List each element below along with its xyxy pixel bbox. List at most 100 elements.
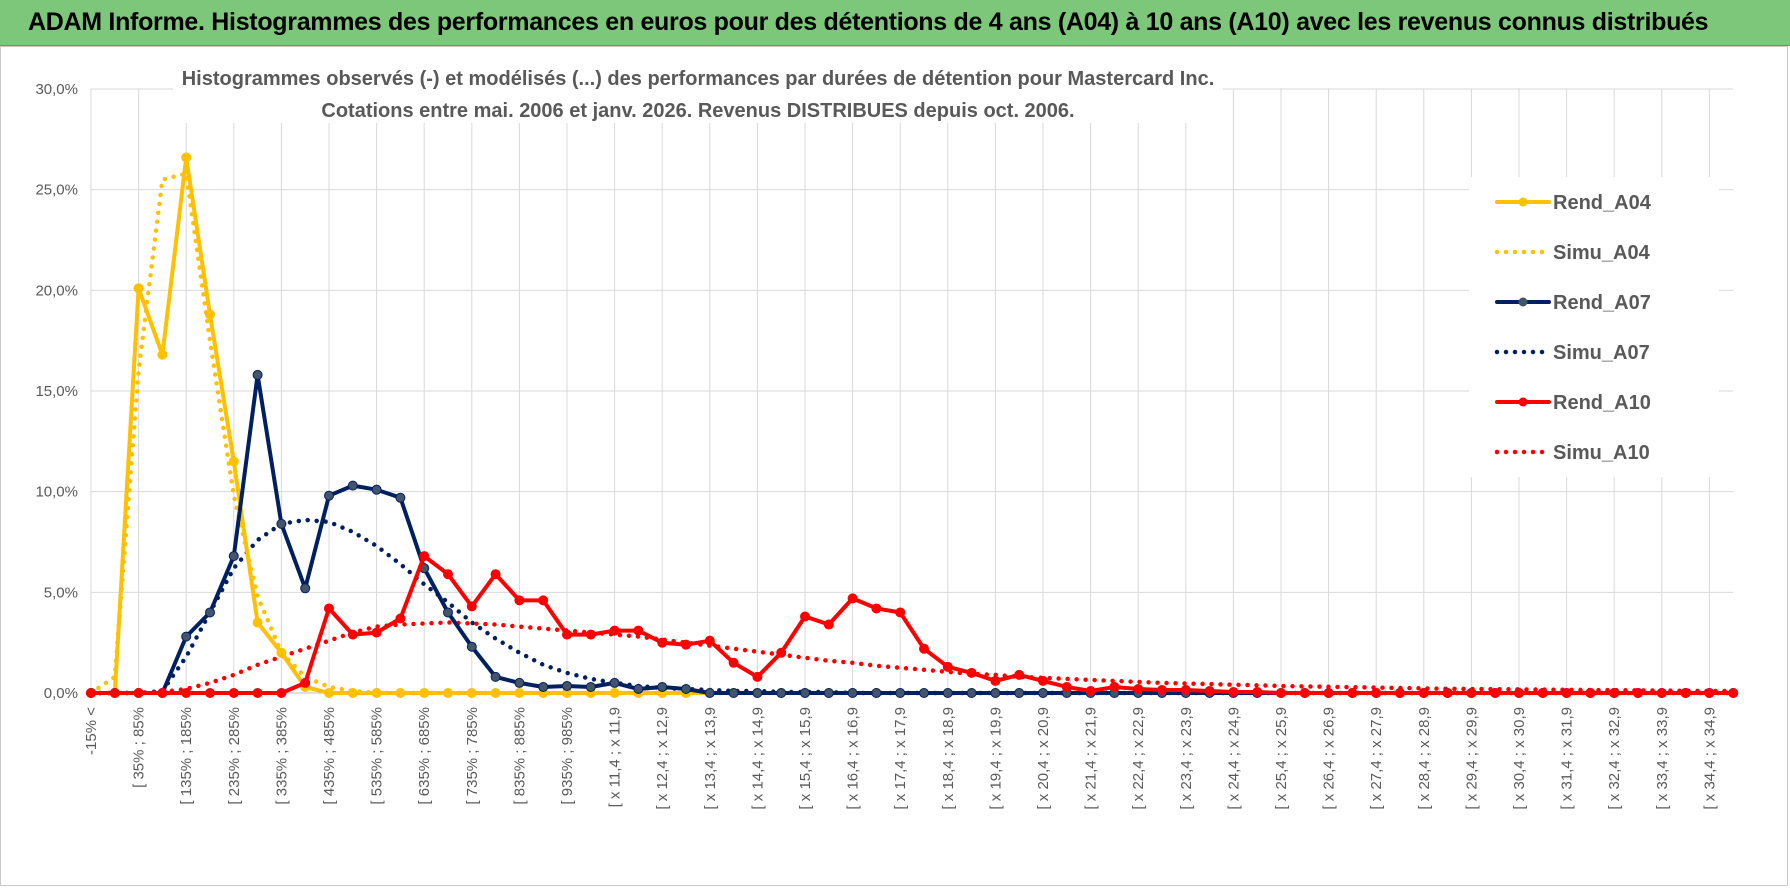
data-point-rend_a07: [514, 677, 525, 688]
x-tick-label: [ 535% ; 585%: [369, 707, 386, 805]
x-tick-label: [ x 31,4 ; x 31,9: [1559, 707, 1576, 810]
series-line-simu_a07: [88, 517, 1736, 696]
legend-label-simu_a07: Simu_A07: [1553, 342, 1650, 364]
chart-title-background: [173, 63, 1223, 123]
x-tick-label: [ x 21,4 ; x 21,9: [1083, 707, 1100, 810]
data-point-rend_a04: [205, 309, 215, 320]
data-point-rend_a07: [728, 688, 739, 698]
legend-marker: [1518, 197, 1528, 207]
data-point-rend_a10: [1299, 688, 1310, 698]
x-tick-label: [ x 34,4 ; x 34,9: [1701, 707, 1718, 810]
x-tick-label: [ x 26,4 ; x 26,9: [1321, 707, 1338, 810]
data-point-rend_a10: [490, 569, 501, 580]
data-point-rend_a07: [823, 688, 834, 698]
data-point-rend_a07: [609, 677, 620, 688]
data-point-rend_a10: [300, 677, 311, 688]
x-tick-label: [ 735% ; 785%: [464, 707, 481, 805]
data-point-rend_a10: [895, 607, 906, 618]
y-tick-label: 25,0%: [35, 182, 78, 199]
x-tick-label: [ x 15,4 ; x 15,9: [797, 707, 814, 810]
x-tick-label: [ 135% ; 185%: [178, 707, 195, 805]
data-point-rend_a10: [1323, 688, 1334, 698]
legend-background: [1469, 177, 1719, 477]
data-point-rend_a10: [1157, 684, 1167, 695]
data-point-rend_a04: [133, 283, 144, 294]
x-tick-label: [ 835% ; 885%: [511, 707, 528, 805]
legend: Rend_A04 Simu_A04 Rend_A07 Simu_A07 Rend_A10…: [1469, 177, 1719, 477]
data-point-rend_a10: [1133, 683, 1144, 694]
y-tick-label: 15,0%: [35, 383, 78, 400]
data-point-rend_a10: [657, 637, 668, 648]
data-point-rend_a10: [1490, 688, 1501, 698]
data-point-rend_a04: [443, 688, 453, 698]
data-point-rend_a10: [324, 603, 334, 614]
data-point-rend_a07: [633, 683, 644, 694]
data-point-rend_a04: [419, 688, 430, 698]
data-point-rend_a07: [181, 631, 192, 642]
data-point-rend_a10: [1728, 688, 1739, 698]
data-point-rend_a04: [276, 647, 287, 658]
data-point-rend_a04: [490, 688, 501, 698]
data-point-rend_a04: [181, 152, 192, 163]
y-axis-ticks: 0,0% 5,0% 10,0% 15,0% 20,0% 25,0% 30,0%: [35, 81, 78, 702]
data-point-rend_a07: [847, 688, 858, 698]
data-point-rend_a10: [1371, 688, 1382, 698]
data-point-rend_a10: [1680, 688, 1691, 698]
data-point-rend_a04: [609, 688, 620, 698]
x-tick-label: [ x 27,4 ; x 27,9: [1368, 707, 1385, 810]
data-point-rend_a07: [300, 583, 311, 594]
data-point-rend_a10: [1061, 681, 1072, 692]
data-point-rend_a04: [514, 688, 525, 698]
data-point-rend_a10: [1228, 686, 1239, 697]
x-tick-label: -15% <: [83, 707, 100, 755]
header-banner: ADAM Informe. Histogrammes des performan…: [0, 0, 1790, 46]
x-tick-label: [ x 12,4 ; x 12,9: [654, 707, 671, 810]
x-tick-label: [ x 17,4 ; x 17,9: [892, 707, 909, 810]
data-point-rend_a07: [871, 688, 882, 698]
data-point-rend_a10: [562, 629, 572, 640]
legend-marker: [1518, 297, 1528, 307]
data-point-rend_a10: [466, 601, 477, 612]
legend-label-rend_a07: Rend_A07: [1553, 292, 1651, 314]
plot-area: [86, 152, 1739, 698]
data-point-rend_a10: [1395, 688, 1405, 698]
chart-frame: 0,0% 5,0% 10,0% 15,0% 20,0% 25,0% 30,0% -15% <…: [0, 46, 1788, 886]
data-point-rend_a10: [86, 688, 96, 698]
y-tick-label: 0,0%: [44, 685, 78, 702]
data-point-rend_a07: [681, 683, 691, 694]
x-tick-label: [ x 20,4 ; x 20,9: [1035, 707, 1052, 810]
data-point-rend_a04: [371, 688, 382, 698]
chart-title-line2: Cotations entre mai. 2006 et janv. 2026.…: [321, 100, 1074, 122]
legend-label-rend_a10: Rend_A10: [1553, 392, 1651, 414]
data-point-rend_a07: [585, 681, 596, 692]
data-point-rend_a07: [990, 688, 1001, 698]
data-point-rend_a10: [776, 647, 787, 658]
data-point-rend_a10: [871, 603, 882, 614]
data-point-rend_a10: [1014, 669, 1025, 680]
data-point-rend_a10: [1585, 688, 1596, 698]
x-tick-label: [ 435% ; 485%: [321, 707, 338, 805]
x-tick-label: [ x 29,4 ; x 29,9: [1463, 707, 1480, 810]
data-point-rend_a10: [990, 675, 1001, 686]
data-point-rend_a07: [562, 680, 572, 691]
data-point-rend_a07: [228, 551, 239, 562]
data-point-rend_a10: [800, 611, 810, 622]
data-point-rend_a10: [443, 569, 453, 580]
data-point-rend_a10: [1656, 688, 1667, 698]
x-tick-label: [ 35% ; 85%: [131, 707, 148, 788]
data-point-rend_a10: [157, 688, 168, 698]
data-point-rend_a10: [1514, 688, 1524, 698]
data-point-rend_a07: [1014, 688, 1025, 698]
data-point-rend_a04: [157, 349, 168, 360]
x-axis-ticks: -15% < [ 35% ; 85% [ 135% ; 185% [ 235% ; 2…: [83, 707, 1718, 810]
data-point-rend_a07: [443, 607, 453, 618]
data-point-rend_a04: [466, 688, 477, 698]
series-line-rend_a10: [89, 554, 1736, 695]
data-point-rend_a07: [205, 607, 215, 618]
x-tick-label: [ x 22,4 ; x 22,9: [1130, 707, 1147, 810]
y-tick-label: 5,0%: [44, 584, 78, 601]
data-point-rend_a10: [1204, 685, 1215, 696]
data-point-rend_a10: [1252, 686, 1263, 697]
x-tick-label: [ x 19,4 ; x 19,9: [987, 707, 1004, 810]
data-point-rend_a10: [109, 688, 120, 698]
